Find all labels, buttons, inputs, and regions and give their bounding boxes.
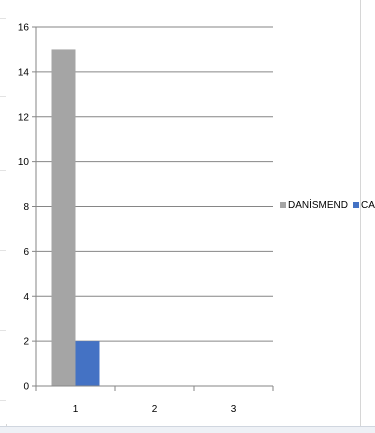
x-tick-label: 3	[231, 404, 237, 415]
sheet-column-line	[360, 0, 361, 432]
y-tick-label: 14	[18, 67, 30, 78]
y-tick-label: 4	[23, 292, 29, 303]
legend-swatch	[353, 202, 360, 208]
legend-label: DANİSMEND	[288, 198, 348, 211]
bars	[51, 49, 100, 386]
legend-label: CANİK	[361, 198, 375, 211]
sheet-bottom-bar	[0, 426, 375, 433]
y-tick-label: 6	[23, 247, 29, 258]
x-axis-tick-labels: 1 2 3	[73, 404, 237, 415]
bar-cani̇k-1	[75, 341, 100, 386]
x-tick-label: 1	[73, 404, 79, 415]
y-tick-label: 8	[23, 202, 29, 213]
legend[interactable]: DANİSMEND CANİK	[280, 198, 375, 211]
y-tick-label: 0	[23, 382, 29, 393]
legend-swatch	[280, 202, 286, 208]
bar-dani̇smend-1	[51, 49, 76, 386]
y-tick-label: 2	[23, 337, 29, 348]
y-tick-label: 16	[18, 23, 30, 34]
axes	[32, 26, 274, 391]
x-tick-label: 2	[152, 404, 158, 415]
y-axis-tick-labels: 0 2 4 6 8 10 12 14 16	[18, 23, 30, 393]
y-tick-label: 12	[18, 112, 30, 123]
y-tick-label: 10	[18, 157, 30, 168]
